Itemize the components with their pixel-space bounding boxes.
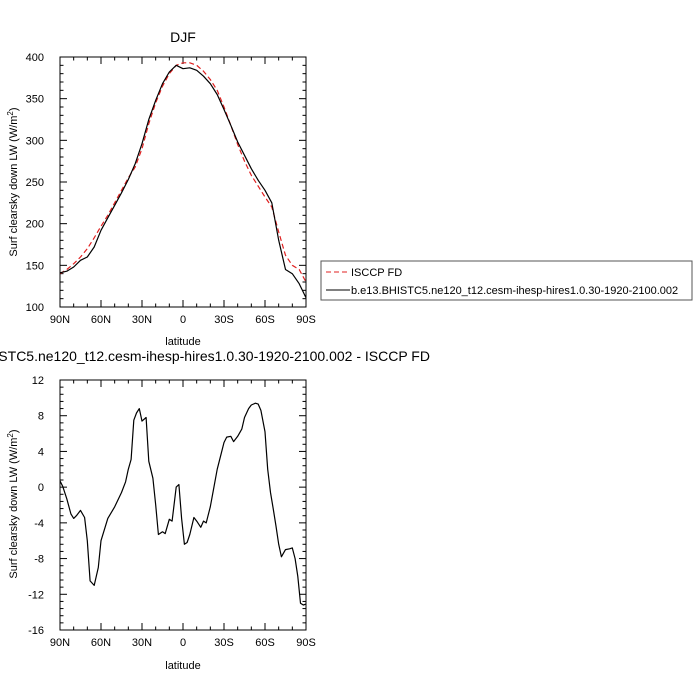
bottom-x-tick-label: 0 [180,637,186,649]
legend: ISCCP FD b.e13.BHISTC5.ne120_t12.cesm-ih… [320,260,693,301]
bottom-axis-ticks: 90N 60N 30N 0 30S 60S 90S -16 -12 -8 -4 0 4 8 12 [28,375,316,649]
bottom-y-label-tail: ) [8,429,20,433]
bottom-y-tick-label: 8 [38,411,44,423]
legend-box [320,260,693,301]
bottom-x-axis-label: latitude [165,660,200,672]
bottom-series-line-1 [59,402,307,606]
top-x-axis-label: latitude [165,336,200,348]
top-y-label-sup: 2 [6,111,15,116]
bottom-y-axis-label: Surf clearsky down LW (W/m2) [6,429,20,578]
bottom-plot-frame [59,379,307,631]
panel-bottom: b.e13.BHISTC5.ne120_t12.cesm-ihesp-hires… [0,348,430,672]
bottom-y-label-main: Surf clearsky down LW (W/m [8,438,20,579]
bottom-y-tick-label: -4 [34,518,44,530]
top-x-tick-label: 60N [91,314,111,326]
bottom-y-tick-label: 4 [38,446,44,458]
top-axis-ticks: 90N 60N 30N 0 30S 60S 90S 100 150 200 250 300 350 400 [26,52,316,326]
legend-label-isccp: ISCCP FD [351,267,402,279]
top-x-tick-label: 90S [296,314,316,326]
top-y-tick-label: 100 [26,302,44,314]
top-y-tick-label: 350 [26,94,44,106]
bottom-chart-title: b.e13.BHISTC5.ne120_t12.cesm-ihesp-hires… [0,348,430,364]
legend-label-model: b.e13.BHISTC5.ne120_t12.cesm-ihesp-hires… [351,285,678,297]
bottom-x-tick-label: 60S [255,637,275,649]
top-series-line-1 [59,62,307,283]
top-y-label-main: Surf clearsky down LW (W/m [8,116,20,257]
bottom-x-tick-label: 30N [132,637,152,649]
top-x-tick-label: 0 [180,314,186,326]
top-chart-title: DJF [170,29,196,45]
top-x-tick-label: 60S [255,314,275,326]
top-x-tick-label: 30N [132,314,152,326]
bottom-y-label-sup: 2 [6,433,15,438]
bottom-y-tick-label: 12 [32,375,44,387]
panel-top: DJF latitude Surf clearsky down LW (W/m2… [6,29,316,348]
top-x-tick-label: 30S [214,314,234,326]
bottom-x-tick-label: 90N [50,637,70,649]
top-y-label-tail: ) [8,107,20,111]
bottom-x-tick-label: 90S [296,637,316,649]
top-y-tick-label: 250 [26,177,44,189]
top-y-tick-label: 400 [26,52,44,64]
top-y-tick-label: 150 [26,260,44,272]
bottom-series-lines [59,402,307,606]
bottom-y-tick-label: -8 [34,554,44,566]
top-series-lines [59,62,307,299]
top-plot-frame [59,56,307,308]
bottom-y-tick-label: -16 [28,625,44,637]
top-y-tick-label: 200 [26,219,44,231]
bottom-x-tick-label: 30S [214,637,234,649]
top-series-line-2 [59,64,307,299]
bottom-x-tick-label: 60N [91,637,111,649]
top-x-tick-label: 90N [50,314,70,326]
top-y-axis-label: Surf clearsky down LW (W/m2) [6,107,20,256]
top-y-tick-label: 300 [26,135,44,147]
bottom-y-tick-label: -12 [28,589,44,601]
bottom-y-tick-label: 0 [38,482,44,494]
